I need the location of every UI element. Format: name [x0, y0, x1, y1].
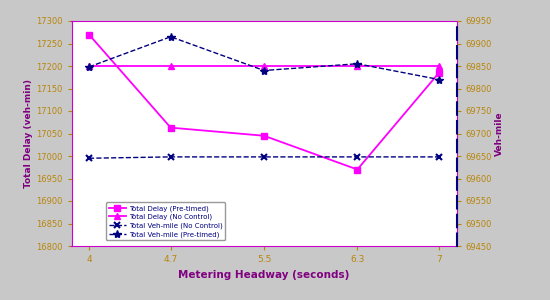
Y-axis label: Total Delay (veh-min): Total Delay (veh-min): [24, 79, 33, 188]
Total Delay (No Control): [261, 64, 267, 68]
Total Veh-mile (No Control): [261, 155, 267, 159]
Line: Total Delay (No Control): Total Delay (No Control): [86, 62, 442, 70]
Total Delay (No Control): [167, 64, 174, 68]
Total Veh-mile (No Control): [167, 155, 174, 159]
Total Veh-mile (No Control): [436, 155, 442, 159]
Line: Total Veh-mile (Pre-timed): Total Veh-mile (Pre-timed): [85, 33, 443, 84]
Total Delay (Pre-timed): [167, 126, 174, 129]
Y-axis label: Veh-mile: Veh-mile: [495, 111, 504, 156]
Total Veh-mile (No Control): [354, 155, 361, 159]
Legend: Total Delay (Pre-timed), Total Delay (No Control), Total Veh-mile (No Control), : Total Delay (Pre-timed), Total Delay (No…: [106, 202, 225, 240]
Total Veh-mile (Pre-timed): [167, 35, 174, 38]
Total Delay (Pre-timed): [436, 71, 442, 74]
Total Delay (Pre-timed): [261, 134, 267, 137]
Total Delay (No Control): [436, 64, 442, 68]
Total Veh-mile (Pre-timed): [86, 65, 92, 69]
Total Delay (Pre-timed): [86, 33, 92, 36]
X-axis label: Metering Headway (seconds): Metering Headway (seconds): [178, 270, 350, 280]
Total Delay (Pre-timed): [354, 168, 361, 171]
Total Veh-mile (Pre-timed): [261, 69, 267, 72]
Total Veh-mile (No Control): [86, 157, 92, 160]
Line: Total Veh-mile (No Control): Total Veh-mile (No Control): [86, 153, 442, 162]
Total Delay (No Control): [86, 64, 92, 68]
Line: Total Delay (Pre-timed): Total Delay (Pre-timed): [86, 32, 442, 172]
Total Delay (No Control): [354, 64, 361, 68]
Total Veh-mile (Pre-timed): [436, 78, 442, 81]
Total Veh-mile (Pre-timed): [354, 62, 361, 65]
